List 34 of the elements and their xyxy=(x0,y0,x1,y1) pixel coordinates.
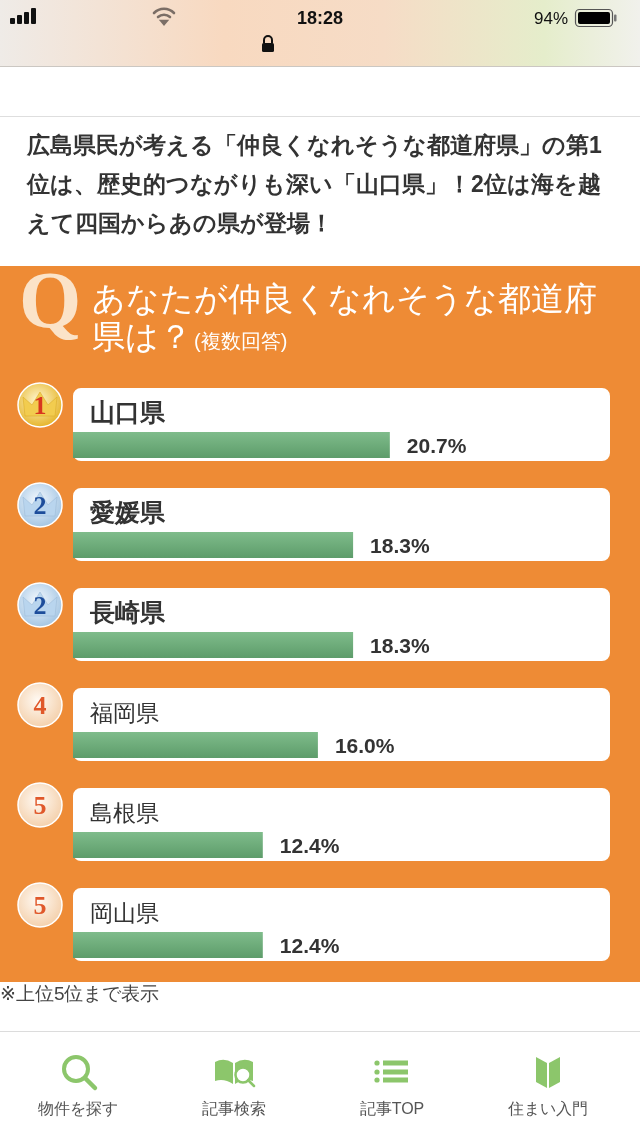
text: 5 xyxy=(33,791,47,820)
bar xyxy=(73,832,263,858)
y-tick-label: 島根県 xyxy=(90,800,159,826)
text: 18:28 xyxy=(296,8,344,28)
text: 5 xyxy=(33,891,47,920)
data-label: 16.0% xyxy=(334,734,395,757)
chart-title: 広島県民が考える「仲良くなれそうな都道府県」の第1位は、歴史的つながりも深い「山口県」！2位は海を越えて四国からあの県が登場！ xyxy=(26,132,602,236)
bar xyxy=(73,632,354,658)
text: 住まい入門 xyxy=(507,1100,588,1117)
text: 2 xyxy=(33,491,47,520)
data-label: 20.7% xyxy=(406,434,467,457)
bar xyxy=(73,432,390,458)
text: ※上位5位まで表示 xyxy=(0,983,160,1004)
data-label: 12.4% xyxy=(279,834,340,857)
bar xyxy=(73,932,263,958)
y-tick-label: 岡山県 xyxy=(90,900,159,926)
text: 4 xyxy=(33,691,47,720)
text: 94% xyxy=(533,9,568,28)
text: 1 xyxy=(33,391,47,420)
y-tick-label: 福岡県 xyxy=(90,700,159,726)
bar xyxy=(73,732,318,758)
chart-subtitle: あなたが仲良くなれそうな都道府県は？(複数回答) xyxy=(92,280,597,355)
text: 記事TOP xyxy=(359,1100,425,1117)
text: 物件を探す xyxy=(38,1100,118,1117)
text: 記事検索 xyxy=(202,1100,266,1117)
y-tick-label: 山口県 xyxy=(90,398,166,426)
data-label: 18.3% xyxy=(370,634,430,657)
bar xyxy=(73,532,354,558)
y-tick-label: 愛媛県 xyxy=(90,498,166,526)
y-tick-label: 長崎県 xyxy=(89,598,166,626)
text: Q xyxy=(18,256,82,344)
data-label: 18.3% xyxy=(370,534,430,557)
text: 2 xyxy=(33,591,47,620)
data-label: 12.4% xyxy=(279,934,340,957)
